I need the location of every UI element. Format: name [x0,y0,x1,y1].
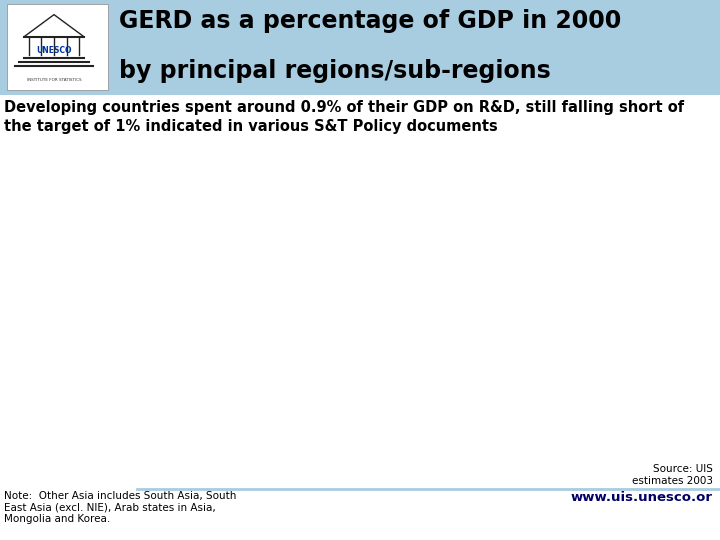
Bar [0,0,720,94]
Text: Note:  Other Asia includes South Asia, South
East Asia (excl. NIE), Arab states : Note: Other Asia includes South Asia, So… [4,491,236,524]
Text: www.uis.unesco.or: www.uis.unesco.or [571,491,713,504]
Bar [7,4,108,90]
Text: GERD as a percentage of GDP in 2000: GERD as a percentage of GDP in 2000 [119,9,621,33]
Text: Source: UIS
estimates 2003: Source: UIS estimates 2003 [632,464,713,486]
Text: by principal regions/sub-regions: by principal regions/sub-regions [119,59,551,83]
Text: Developing countries spent around 0.9% of their GDP on R&D, still falling short : Developing countries spent around 0.9% o… [4,100,684,134]
Text: UNESCO: UNESCO [36,45,72,55]
Text: INSTITUTE FOR STATISTICS: INSTITUTE FOR STATISTICS [27,78,81,83]
